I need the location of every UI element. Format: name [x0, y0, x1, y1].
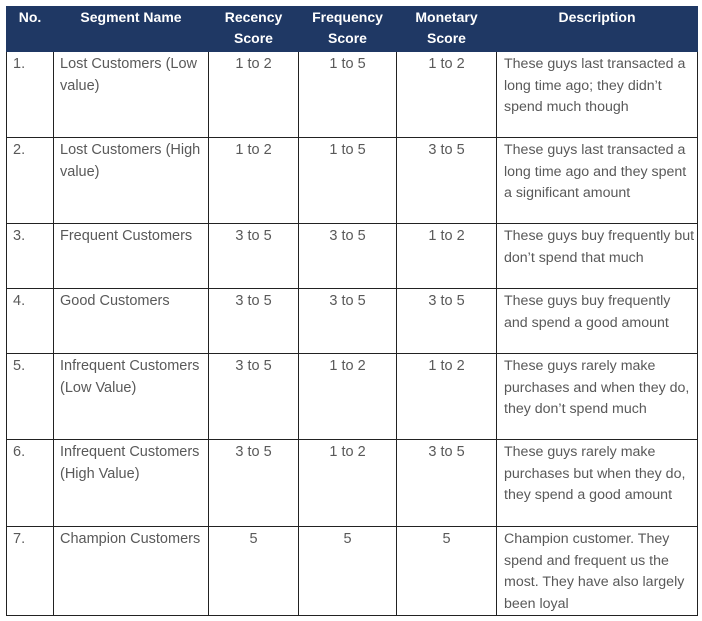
table-cell: 1 to 2: [396, 51, 497, 138]
table-cell: 3 to 5: [396, 288, 497, 354]
table-cell: These guys rarely make purchases and whe…: [496, 353, 698, 440]
table-cell: 1 to 2: [208, 137, 299, 224]
rfm-table: No. Segment Name Recency Score Frequency Sc…: [6, 6, 698, 616]
table-cell: 3 to 5: [208, 288, 299, 354]
table-cell: 1 to 2: [298, 353, 397, 440]
table-cell: 3 to 5: [208, 439, 299, 527]
table-cell: 3 to 5: [298, 223, 397, 289]
table-cell: These guys buy frequently but don’t spen…: [496, 223, 698, 289]
table-cell: Lost Customers (High value): [53, 137, 209, 224]
table-cell: These guys last transacted a long time a…: [496, 51, 698, 138]
table-header: No. Segment Name Recency Score Frequency Sc…: [6, 6, 698, 52]
table-cell: Infrequent Customers (Low Value): [53, 353, 209, 440]
column-header: Monetary Score: [396, 6, 497, 52]
table-cell: 3 to 5: [208, 223, 299, 289]
table-cell: 3 to 5: [208, 353, 299, 440]
table-row: 6. Infrequent Customers (High Value) 3 to …: [6, 439, 698, 527]
table-row: 5. Infrequent Customers (Low Value) 3 to 5…: [6, 353, 698, 440]
table-cell: These guys last transacted a long time a…: [496, 137, 698, 224]
table-cell: 3 to 5: [396, 439, 497, 527]
table-cell: These guys rarely make purchases but whe…: [496, 439, 698, 527]
table-cell: 3 to 5: [298, 288, 397, 354]
table-cell: 1 to 5: [298, 51, 397, 138]
table-row: 7. Champion Customers 5 5 5 Champion customer…: [6, 526, 698, 616]
column-header: Recency Score: [208, 6, 299, 52]
table-cell: 5: [396, 526, 497, 616]
table-cell: 5.: [6, 353, 54, 440]
table-cell: 1.: [6, 51, 54, 138]
table-cell: Good Customers: [53, 288, 209, 354]
table-cell: 1 to 2: [208, 51, 299, 138]
table-cell: 7.: [6, 526, 54, 616]
table-cell: 1 to 2: [396, 223, 497, 289]
table-cell: Lost Customers (Low value): [53, 51, 209, 138]
table-cell: 5: [208, 526, 299, 616]
table-cell: 6.: [6, 439, 54, 527]
table-cell: 1 to 2: [298, 439, 397, 527]
table-cell: Frequent Customers: [53, 223, 209, 289]
table-cell: Champion customer. They spend and freque…: [496, 526, 698, 616]
table-cell: 5: [298, 526, 397, 616]
table-cell: 3.: [6, 223, 54, 289]
table-cell: 2.: [6, 137, 54, 224]
table-cell: 1 to 5: [298, 137, 397, 224]
table-cell: 1 to 2: [396, 353, 497, 440]
table-cell: 3 to 5: [396, 137, 497, 224]
header-row: No. Segment Name Recency Score Frequency Sc…: [6, 6, 698, 52]
table-cell: These guys buy frequently and spend a go…: [496, 288, 698, 354]
column-header: Segment Name: [53, 6, 209, 52]
column-header: No.: [6, 6, 54, 52]
column-header: Frequency Score: [298, 6, 397, 52]
table-cell: 4.: [6, 288, 54, 354]
column-header: Description: [496, 6, 698, 52]
table-cell: Infrequent Customers (High Value): [53, 439, 209, 527]
table-cell: Champion Customers: [53, 526, 209, 616]
